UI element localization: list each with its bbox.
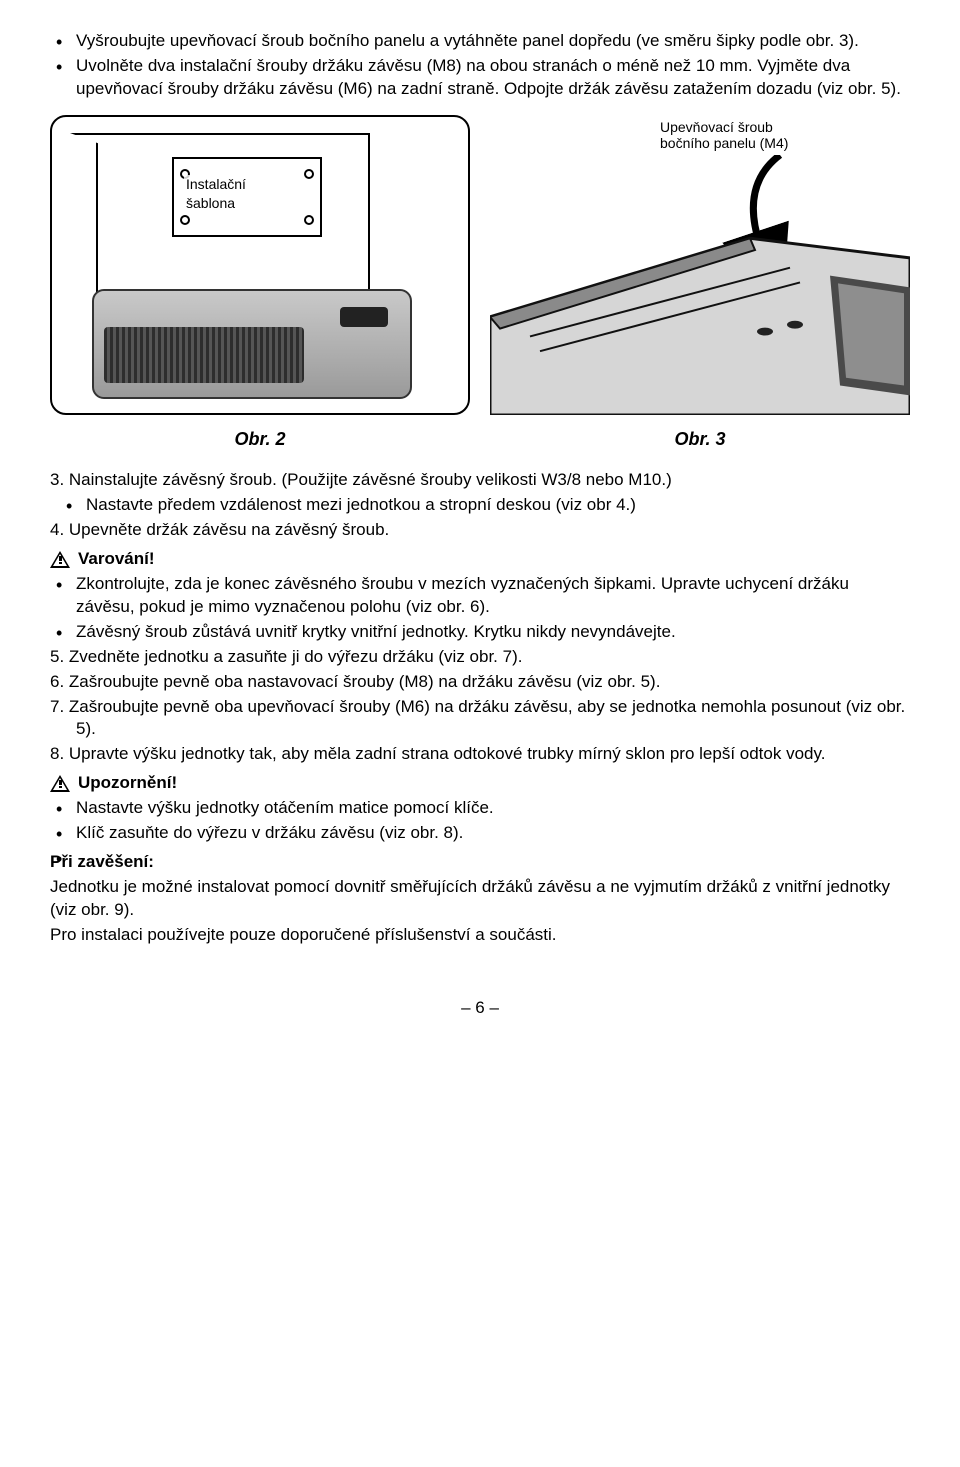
step-5: 5. Zvedněte jednotku a zasuňte ji do výř… xyxy=(50,646,910,669)
template-label: Instalační šablona xyxy=(184,175,248,213)
list-item: Klíč zasuňte do výřezu v držáku závěsu (… xyxy=(50,822,910,845)
list-item: Závěsný šroub zůstává uvnitř krytky vnit… xyxy=(50,621,910,644)
list-item: Nastavte výšku jednotky otáčením matice … xyxy=(50,797,910,820)
notice-heading: Upozornění! xyxy=(50,772,910,795)
figure-3-caption: Obr. 3 xyxy=(490,421,910,451)
warning-icon xyxy=(50,775,70,792)
notice-list: Nastavte výšku jednotky otáčením matice … xyxy=(50,797,910,845)
warning-list: Zkontrolujte, zda je konec závěsného šro… xyxy=(50,573,910,644)
list-item: Zkontrolujte, zda je konec závěsného šro… xyxy=(50,573,910,619)
step-3: 3. Nainstalujte závěsný šroub. (Použijte… xyxy=(50,469,910,492)
fig3-callout: Upevňovací šroub bočního panelu (M4) xyxy=(660,119,788,151)
intro-bullet: Uvolněte dva instalační šrouby držáku zá… xyxy=(50,55,910,101)
warning-title: Varování! xyxy=(78,548,155,571)
intro-bullet-list: Vyšroubujte upevňovací šroub bočního pan… xyxy=(50,30,910,101)
step-3-sublist: Nastavte předem vzdálenost mezi jednotko… xyxy=(60,494,910,517)
notice-title: Upozornění! xyxy=(78,772,177,795)
step-6: 6. Zašroubujte pevně oba nastavovací šro… xyxy=(50,671,910,694)
warning-heading: Varování! xyxy=(50,548,910,571)
hanging-p1: Jednotku je možné instalovat pomocí dovn… xyxy=(50,876,910,922)
figure-2-frame: Instalační šablona xyxy=(50,115,470,415)
list-item: Nastavte předem vzdálenost mezi jednotko… xyxy=(60,494,910,517)
figure-captions: Obr. 2 Obr. 3 xyxy=(50,421,910,451)
steps-5-8: 5. Zvedněte jednotku a zasuňte ji do výř… xyxy=(50,646,910,767)
unit-display xyxy=(340,307,388,327)
step-4: 4. Upevněte držák závěsu na závěsný šrou… xyxy=(50,519,910,542)
warning-icon xyxy=(50,551,70,568)
hanging-p2: Pro instalaci používejte pouze doporučen… xyxy=(50,924,910,947)
page-number: – 6 – xyxy=(50,997,910,1020)
figure-3: Upevňovací šroub bočního panelu (M4) xyxy=(490,115,910,415)
step-7: 7. Zašroubujte pevně oba upevňovací šrou… xyxy=(50,696,910,742)
figure-2-caption: Obr. 2 xyxy=(50,421,470,451)
figure-row: Instalační šablona Upevňovací šroub bočn… xyxy=(50,115,910,415)
intro-bullet: Vyšroubujte upevňovací šroub bočního pan… xyxy=(50,30,910,53)
figure-2: Instalační šablona xyxy=(50,115,470,415)
unit-grille xyxy=(104,327,304,383)
unit-corner xyxy=(490,199,910,415)
hanging-title: Při zavěšení: xyxy=(50,851,910,874)
indoor-unit xyxy=(92,289,412,399)
step-8: 8. Upravte výšku jednotky tak, aby měla … xyxy=(50,743,910,766)
